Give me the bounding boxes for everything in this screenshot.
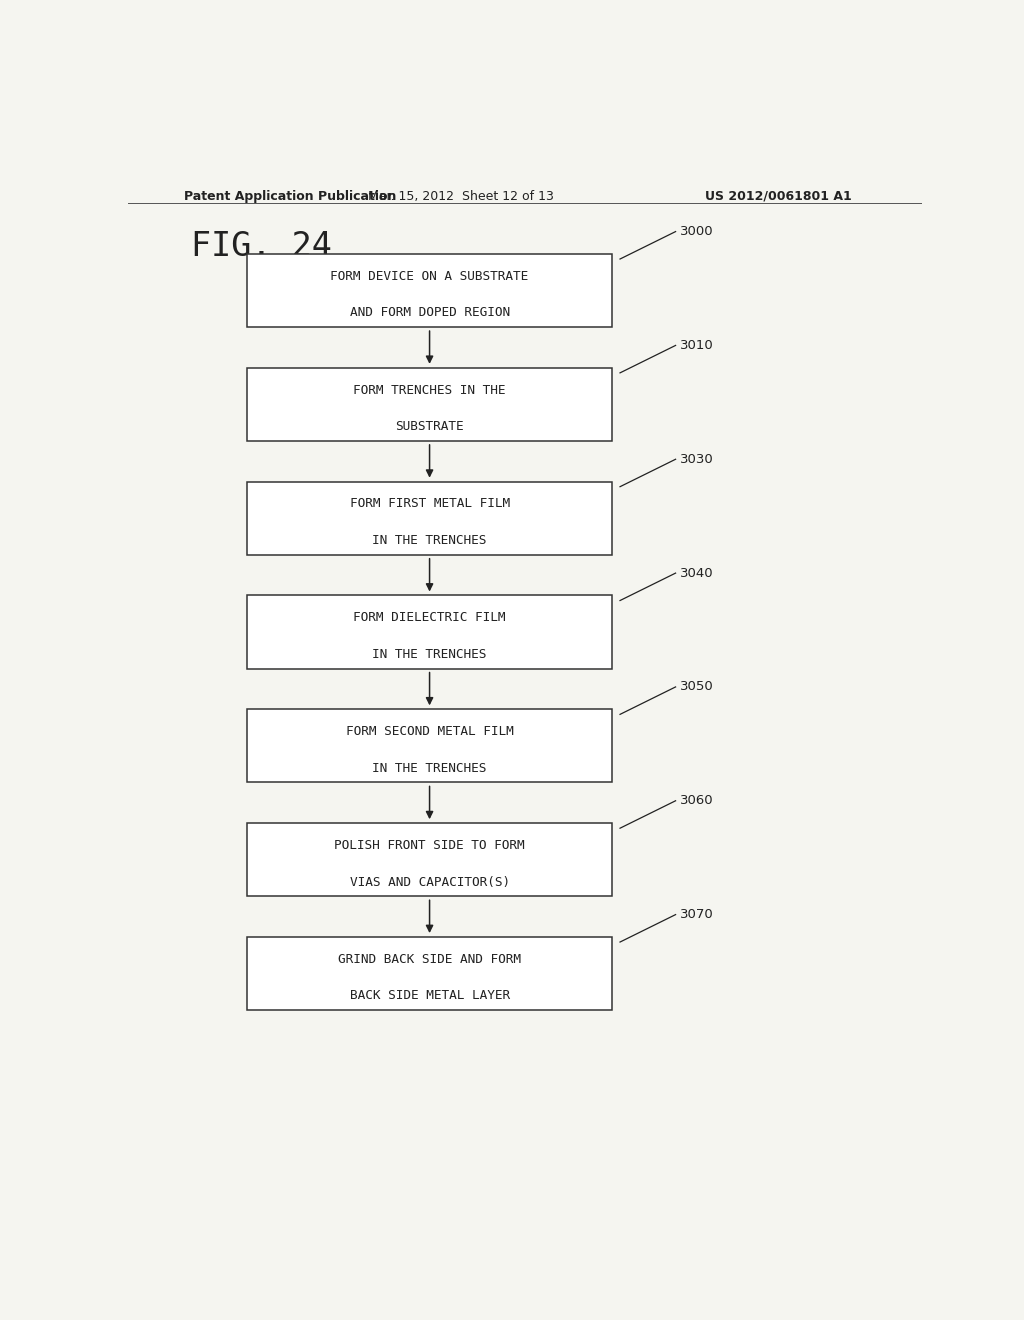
Text: SUBSTRATE: SUBSTRATE (395, 420, 464, 433)
Text: Patent Application Publication: Patent Application Publication (183, 190, 396, 203)
Text: BACK SIDE METAL LAYER: BACK SIDE METAL LAYER (349, 990, 510, 1002)
Text: AND FORM DOPED REGION: AND FORM DOPED REGION (349, 306, 510, 319)
FancyBboxPatch shape (247, 937, 612, 1010)
Text: POLISH FRONT SIDE TO FORM: POLISH FRONT SIDE TO FORM (334, 840, 525, 851)
Text: FORM TRENCHES IN THE: FORM TRENCHES IN THE (353, 384, 506, 396)
Text: US 2012/0061801 A1: US 2012/0061801 A1 (706, 190, 852, 203)
Text: 3050: 3050 (680, 680, 714, 693)
FancyBboxPatch shape (247, 482, 612, 554)
Text: FORM DIELECTRIC FILM: FORM DIELECTRIC FILM (353, 611, 506, 624)
FancyBboxPatch shape (247, 824, 612, 896)
Text: 3030: 3030 (680, 453, 714, 466)
Text: 3040: 3040 (680, 566, 713, 579)
Text: GRIND BACK SIDE AND FORM: GRIND BACK SIDE AND FORM (338, 953, 521, 966)
FancyBboxPatch shape (247, 709, 612, 783)
Text: FIG. 24: FIG. 24 (191, 230, 333, 263)
FancyBboxPatch shape (247, 368, 612, 441)
Text: 3000: 3000 (680, 226, 713, 238)
Text: 3060: 3060 (680, 795, 713, 808)
Text: IN THE TRENCHES: IN THE TRENCHES (373, 762, 486, 775)
Text: FORM FIRST METAL FILM: FORM FIRST METAL FILM (349, 498, 510, 511)
Text: FORM DEVICE ON A SUBSTRATE: FORM DEVICE ON A SUBSTRATE (331, 269, 528, 282)
Text: FORM SECOND METAL FILM: FORM SECOND METAL FILM (346, 725, 513, 738)
Text: 3010: 3010 (680, 339, 714, 352)
Text: IN THE TRENCHES: IN THE TRENCHES (373, 648, 486, 661)
Text: VIAS AND CAPACITOR(S): VIAS AND CAPACITOR(S) (349, 875, 510, 888)
Text: Mar. 15, 2012  Sheet 12 of 13: Mar. 15, 2012 Sheet 12 of 13 (369, 190, 554, 203)
Text: 3070: 3070 (680, 908, 714, 921)
FancyBboxPatch shape (247, 253, 612, 327)
FancyBboxPatch shape (247, 595, 612, 669)
Text: IN THE TRENCHES: IN THE TRENCHES (373, 535, 486, 546)
